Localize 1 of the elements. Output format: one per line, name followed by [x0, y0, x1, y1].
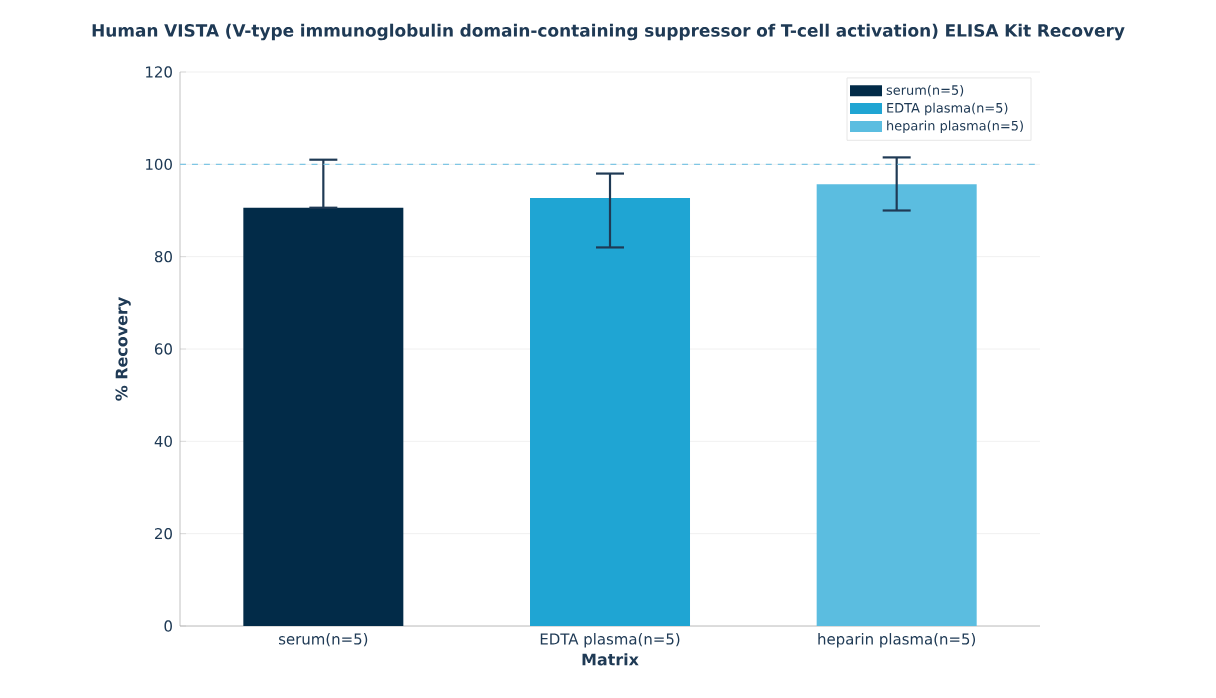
chart-title: Human VISTA (V-type immunoglobulin domain-containing suppressor of T-cell activation) ELISA Kit Recovery	[92, 23, 1125, 41]
